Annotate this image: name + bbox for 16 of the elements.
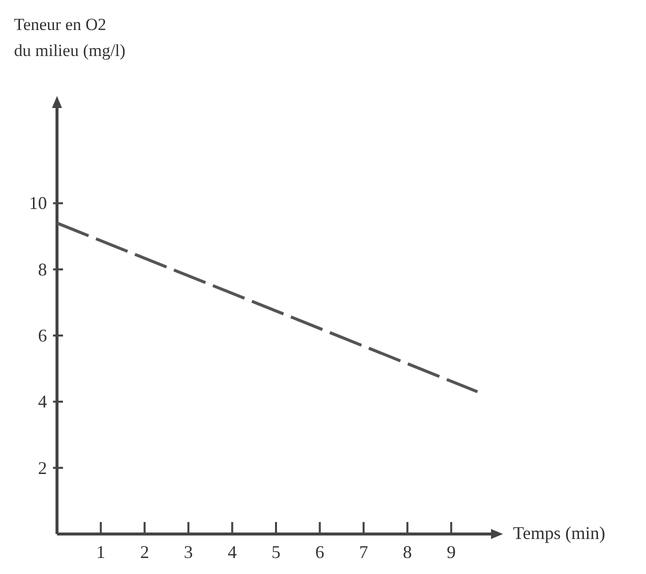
x-tick-label: 8	[402, 542, 412, 562]
x-tick-label: 4	[228, 542, 237, 562]
x-tick-label: 2	[140, 542, 150, 562]
y-tick-label: 2	[38, 458, 47, 478]
x-tick-label: 5	[272, 542, 280, 562]
x-tick-label: 1	[96, 542, 106, 562]
y-tick-label: 4	[38, 392, 47, 412]
x-tick-label: 6	[315, 542, 324, 562]
x-axis-title: Temps (min)	[513, 523, 606, 543]
y-axis-title: Teneur en O2 du milieu (mg/l)	[14, 15, 126, 60]
x-tick-label: 7	[359, 542, 368, 562]
x-tick-label: 3	[184, 542, 193, 562]
y-tick-label: 6	[38, 326, 47, 346]
y-tick-label: 10	[29, 193, 47, 214]
y-tick-label: 8	[38, 259, 47, 280]
x-tick-label: 9	[446, 542, 456, 562]
